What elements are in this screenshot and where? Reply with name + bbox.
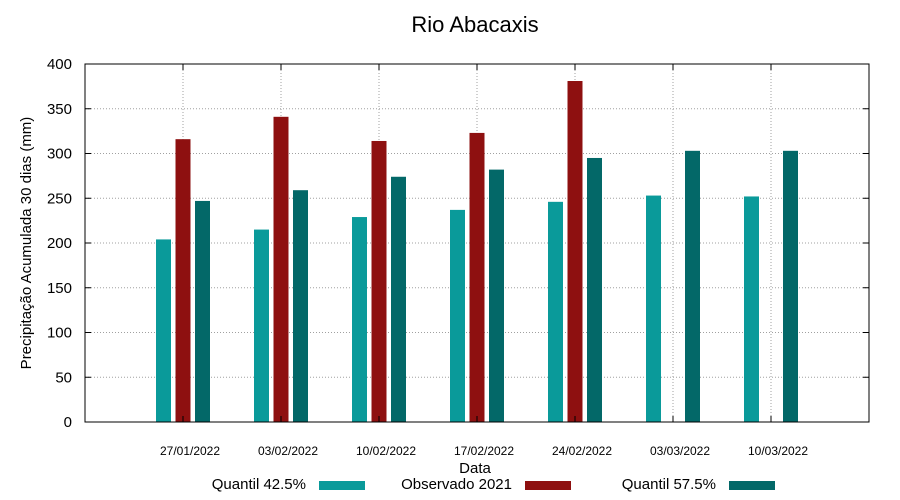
bar-1-6 bbox=[646, 195, 661, 422]
bar-3-3 bbox=[391, 176, 406, 422]
y-tick-label: 200 bbox=[47, 235, 72, 252]
bar-3-2 bbox=[293, 190, 308, 422]
y-tick-label: 100 bbox=[47, 325, 72, 342]
x-axis-label: Data bbox=[459, 460, 491, 477]
y-axis-label: Precipitação Acumulada 30 dias (mm) bbox=[18, 117, 35, 370]
bar-3-1 bbox=[195, 200, 210, 422]
y-axis: 0 50 100 150 200 250 300 350 400 bbox=[47, 56, 869, 431]
y-tick-label: 50 bbox=[55, 369, 72, 386]
x-tick-label: 10/03/2022 bbox=[748, 444, 808, 458]
y-tick-label: 150 bbox=[47, 280, 72, 297]
legend-label-1: Quantil 42.5% bbox=[212, 476, 306, 493]
bar-3-7 bbox=[783, 150, 798, 422]
legend-label-2: Observado 2021 bbox=[401, 476, 512, 493]
x-tick-label: 27/01/2022 bbox=[160, 444, 220, 458]
y-tick-label: 400 bbox=[47, 56, 72, 73]
bar-1-4 bbox=[450, 209, 465, 422]
bar-1-1 bbox=[156, 239, 171, 422]
x-tick-label: 17/02/2022 bbox=[454, 444, 514, 458]
legend-swatch-1 bbox=[319, 481, 365, 490]
bar-3-5 bbox=[587, 157, 602, 422]
bar-3-6 bbox=[685, 150, 700, 422]
y-tick-label: 0 bbox=[64, 414, 72, 431]
legend-swatch-3 bbox=[729, 481, 775, 490]
bar-2-3 bbox=[371, 140, 387, 422]
x-tick-label: 03/03/2022 bbox=[650, 444, 710, 458]
bar-2-1 bbox=[175, 139, 191, 422]
bar-2-4 bbox=[469, 132, 485, 423]
y-tick-label: 300 bbox=[47, 146, 72, 163]
bar-1-2 bbox=[254, 229, 269, 422]
bar-1-3 bbox=[352, 217, 367, 422]
bar-3-4 bbox=[489, 169, 504, 422]
bar-1-7 bbox=[744, 196, 759, 422]
y-tick-label: 350 bbox=[47, 101, 72, 118]
legend-label-3: Quantil 57.5% bbox=[622, 476, 716, 493]
y-tick-label: 250 bbox=[47, 190, 72, 207]
legend: Quantil 42.5% Observado 2021 Quantil 57.5% bbox=[212, 476, 775, 493]
bars bbox=[156, 81, 798, 423]
bar-2-5 bbox=[567, 81, 583, 422]
x-tick-label: 03/02/2022 bbox=[258, 444, 318, 458]
bar-2-2 bbox=[273, 116, 289, 423]
bar-1-5 bbox=[548, 201, 563, 422]
legend-swatch-2 bbox=[525, 481, 571, 490]
x-tick-label: 10/02/2022 bbox=[356, 444, 416, 458]
x-tick-label: 24/02/2022 bbox=[552, 444, 612, 458]
chart-title: Rio Abacaxis bbox=[411, 12, 538, 37]
x-axis: 27/01/2022 03/02/2022 10/02/2022 17/02/2022… bbox=[160, 64, 808, 458]
